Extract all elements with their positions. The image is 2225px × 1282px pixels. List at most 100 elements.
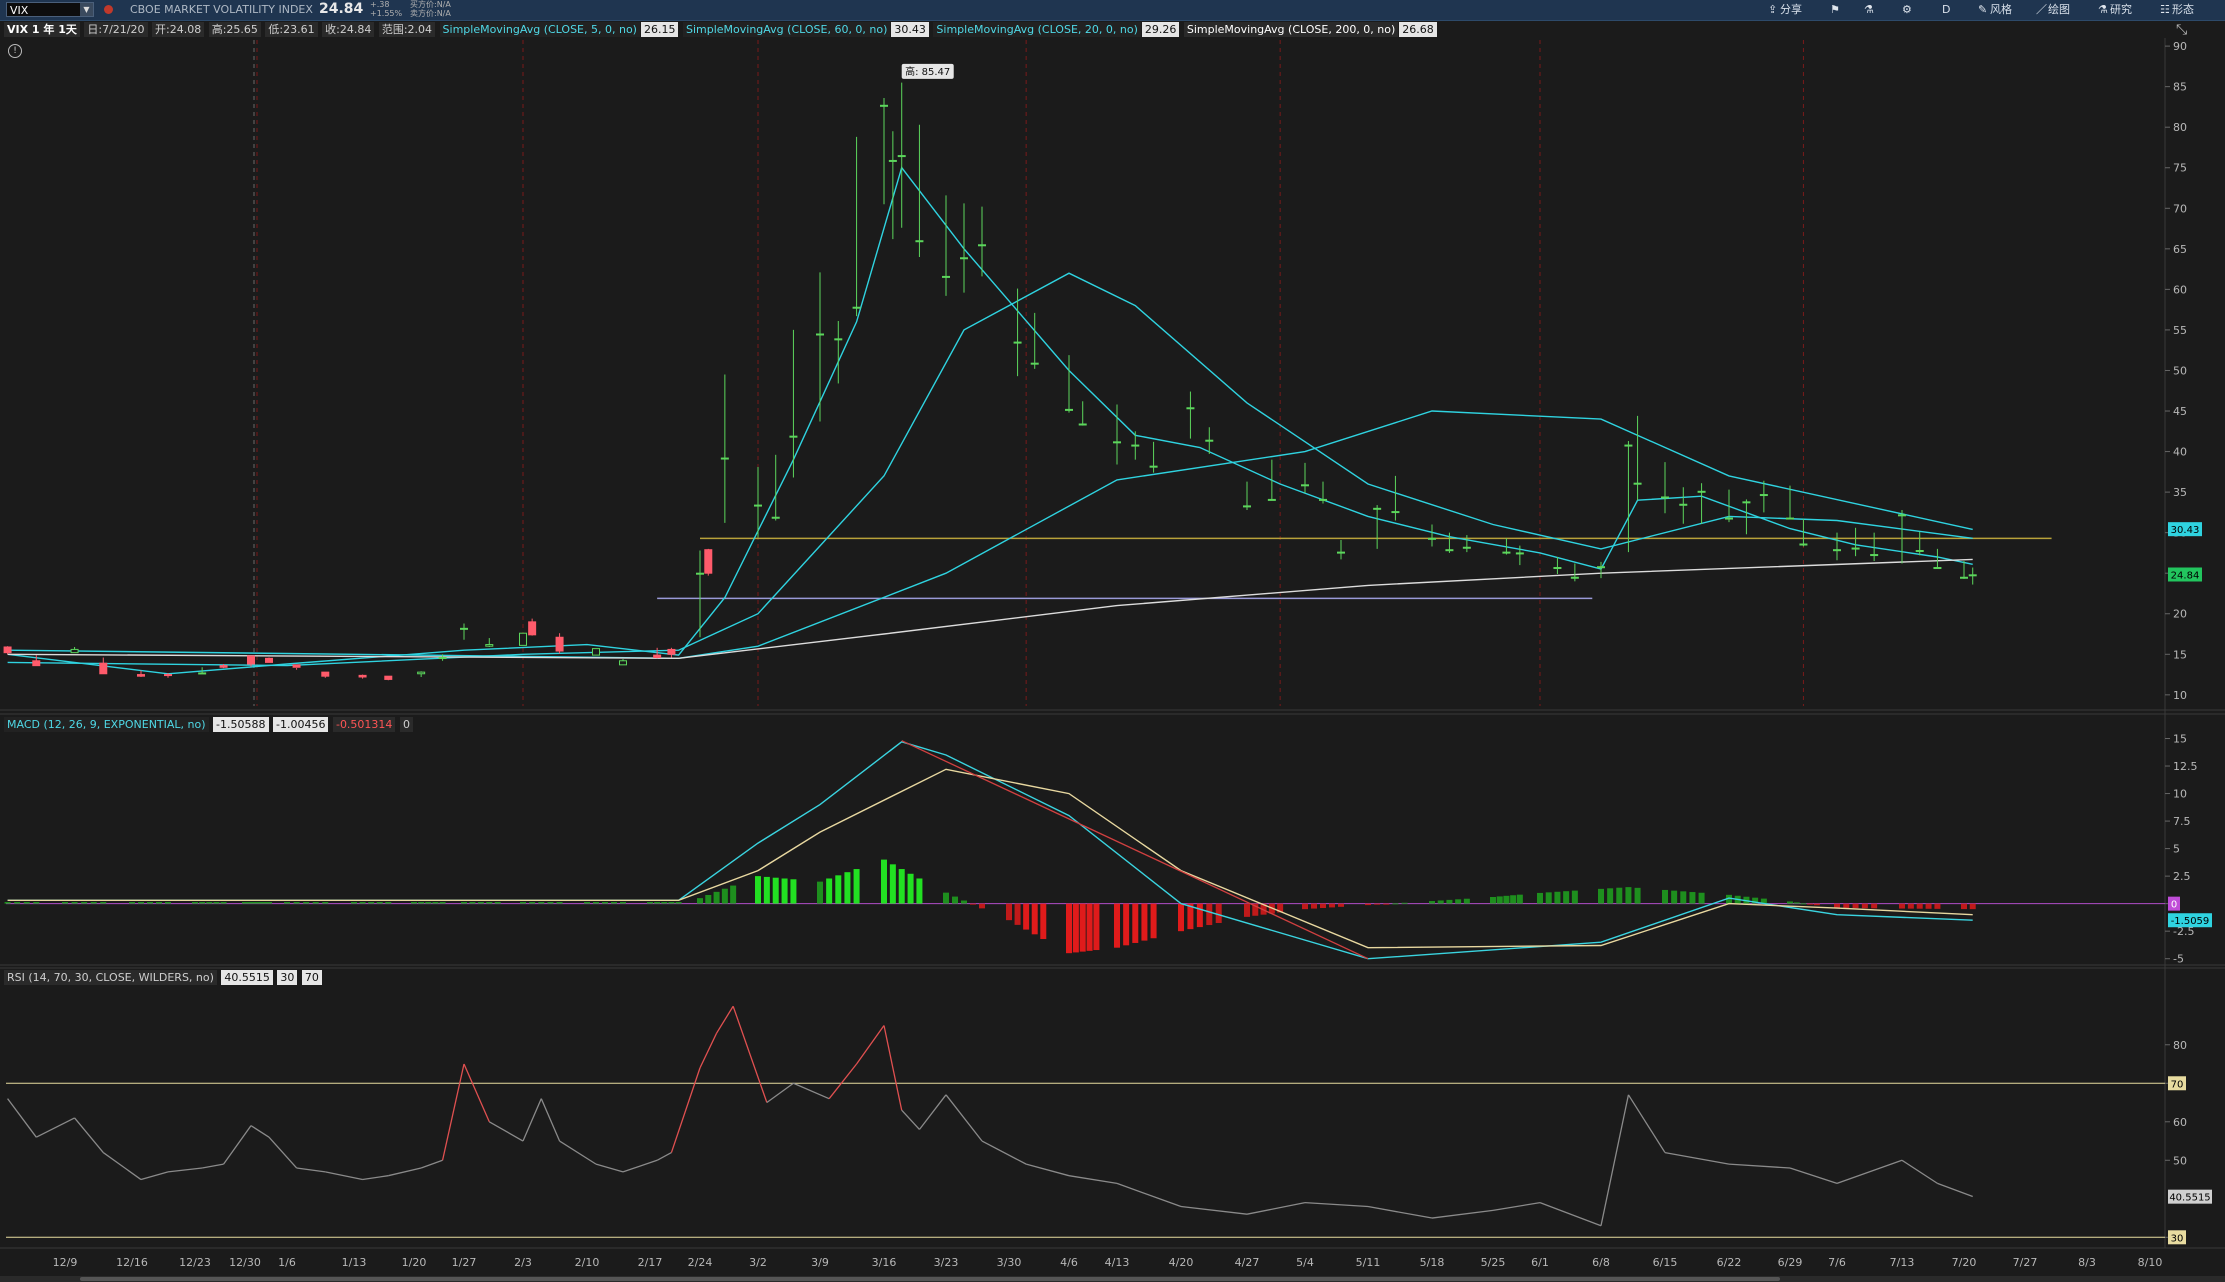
candle-body: [1267, 498, 1276, 501]
instrument-title: CBOE MARKET VOLATILITY INDEX: [130, 3, 313, 16]
sma20-label[interactable]: SimpleMovingAvg (CLOSE, 20, 0, no): [933, 22, 1141, 37]
flask-icon: ⚗: [1864, 3, 1874, 16]
horizontal-scrollbar[interactable]: [0, 1276, 2225, 1282]
settings-button[interactable]: ⚙: [1902, 2, 1914, 17]
y-tick-label: 10: [2173, 689, 2187, 702]
patterns-button[interactable]: ☷ 形态: [2160, 2, 2194, 17]
sma5-label[interactable]: SimpleMovingAvg (CLOSE, 5, 0, no): [439, 22, 640, 37]
candle-body: [1113, 441, 1121, 444]
macd-histogram-bar: [1563, 891, 1570, 904]
flask-button[interactable]: ⚗: [1864, 2, 1876, 17]
rsi-line-segment: [856, 1025, 885, 1065]
flask-icon: ⚗: [2098, 3, 2108, 16]
macd-histogram-bar: [1429, 901, 1435, 904]
candle-body: [99, 662, 108, 675]
macd-histogram-bar: [1503, 895, 1510, 904]
style-button[interactable]: ✎ 风格: [1978, 2, 2012, 17]
candle-body: [696, 572, 704, 575]
candle-body: [852, 306, 861, 309]
sma200-label[interactable]: SimpleMovingAvg (CLOSE, 200, 0, no): [1183, 22, 1399, 37]
rsi-line-segment: [1116, 1182, 1182, 1208]
macd-histogram-bar: [1662, 889, 1668, 904]
y-tick-label: 12.5: [2173, 760, 2198, 773]
date-value: 日:7/21/20: [84, 22, 148, 37]
candle-body: [1960, 576, 1968, 579]
macd-histogram-bar: [1554, 891, 1561, 904]
flag-button[interactable]: ⚑: [1830, 2, 1842, 17]
macd-histogram-bar: [242, 901, 248, 904]
macd-histogram-bar: [147, 901, 153, 904]
rsi-line-segment: [140, 1171, 169, 1181]
y-tick-label: 60: [2173, 283, 2187, 296]
symbol-text: VIX: [10, 4, 29, 17]
macd-histogram-bar: [584, 901, 590, 904]
rsi-line-segment: [1664, 1151, 1730, 1165]
x-tick-label: 6/29: [1778, 1256, 1803, 1269]
y-tick-label: 15: [2173, 733, 2187, 746]
info-icon[interactable]: !: [8, 44, 22, 58]
rsi-level-badge: [2168, 1076, 2186, 1091]
macd-histogram-bar: [916, 878, 923, 904]
rsi-line-segment: [716, 1005, 734, 1034]
rsi-line-segment: [766, 1082, 794, 1104]
macd-histogram-bar: [1066, 903, 1072, 954]
macd-histogram-bar: [284, 901, 290, 904]
macd-histogram-bar: [138, 901, 144, 904]
expand-icon[interactable]: ⤡: [2176, 22, 2188, 38]
macd-histogram-bar: [293, 901, 300, 904]
candle-body: [1205, 439, 1214, 442]
macd-histogram-bar: [529, 901, 536, 904]
macd-histogram-bar: [979, 903, 985, 909]
rsi-line-segment: [1304, 1201, 1369, 1208]
macd-histogram-bar: [1961, 903, 1967, 910]
symbol-input[interactable]: VIX ▼: [6, 2, 94, 17]
y-tick-label: 80: [2173, 1039, 2187, 1052]
candle-body: [1319, 498, 1327, 501]
x-tick-label: 12/23: [179, 1256, 211, 1269]
candle-body: [1624, 444, 1633, 447]
chevron-down-icon[interactable]: ▼: [80, 3, 93, 16]
macd-histogram-bar: [1401, 902, 1408, 904]
rsi-value-badge: [2168, 1189, 2212, 1204]
candle-body: [771, 516, 780, 519]
macd-zero: 0: [399, 717, 413, 732]
candle-body: [1065, 408, 1073, 411]
macd-histogram-bar: [668, 901, 675, 904]
sma60-label[interactable]: SimpleMovingAvg (CLOSE, 60, 0, no): [682, 22, 891, 37]
rsi-line-segment: [945, 1094, 983, 1142]
period-button[interactable]: D: [1942, 3, 1951, 16]
drawing-button[interactable]: ／绘图: [2036, 2, 2070, 17]
macd-histogram-bar: [520, 901, 526, 904]
high-label-text: 高: 85.47: [905, 65, 950, 78]
macd-histogram-bar: [943, 892, 949, 904]
macd-histogram-bar: [1329, 903, 1335, 908]
rsi-line-segment: [1600, 1094, 1630, 1226]
macd-histogram-bar: [1072, 903, 1079, 953]
macd-histogram-bar: [1383, 903, 1390, 905]
rsi-label[interactable]: RSI (14, 70, 30, CLOSE, WILDERS, no): [4, 970, 217, 985]
x-tick-label: 2/10: [575, 1256, 600, 1269]
y-tick-label: 15: [2173, 648, 2187, 661]
x-tick-label: 3/2: [749, 1256, 767, 1269]
candle-body: [1570, 576, 1579, 579]
y-tick-label: 40: [2173, 446, 2187, 459]
macd-histogram-bar: [889, 864, 896, 904]
scrollbar-thumb[interactable]: [80, 1277, 1780, 1281]
sma-line: [7, 558, 1973, 660]
grid-layer: [0, 38, 2225, 1249]
y-tick-label: 10: [2173, 788, 2187, 801]
sma-line: [7, 272, 1973, 667]
rsi-line-segment: [388, 1167, 422, 1177]
macd-histogram-bar: [772, 877, 779, 904]
macd-histogram-bar: [1689, 892, 1696, 904]
macd-label[interactable]: MACD (12, 26, 9, EXPONENTIAL, no): [4, 717, 209, 732]
studies-button[interactable]: ⚗ 研究: [2098, 2, 2132, 17]
share-button[interactable]: ⇪ 分享: [1768, 2, 1802, 17]
candle-body: [789, 435, 798, 438]
x-tick-label: 7/13: [1890, 1256, 1915, 1269]
candle-body: [960, 257, 968, 260]
share-icon: ⇪: [1768, 3, 1778, 16]
rsi-line-segment: [1937, 1182, 1973, 1198]
macd-histogram-bar: [1726, 894, 1732, 904]
